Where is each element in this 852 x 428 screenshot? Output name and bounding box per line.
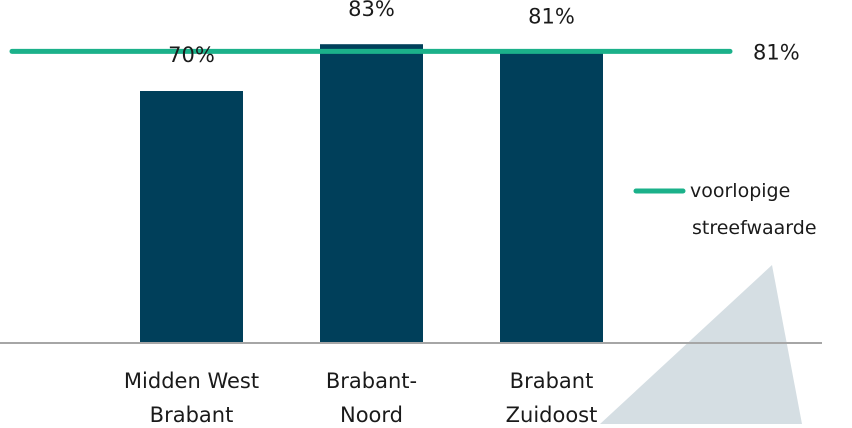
legend-label: voorlopige streefwaarde <box>690 180 817 239</box>
bar-value-label: 81% <box>528 4 575 28</box>
category-label: Brabant <box>510 369 594 393</box>
category-label: Brabant <box>150 403 234 424</box>
reference-line-value-label: 81% <box>753 40 800 64</box>
category-label: Zuidoost <box>506 403 598 424</box>
bar <box>320 44 423 343</box>
category-label: Brabant- <box>326 369 417 393</box>
bars-group <box>140 44 603 344</box>
decorative-triangle <box>600 265 802 424</box>
category-labels-group: Midden West Brabant Brabant- Noord Brabant Zu… <box>124 369 598 427</box>
bar-value-label: 83% <box>348 0 395 21</box>
bar-value-label: 70% <box>168 43 215 67</box>
bar <box>140 91 243 343</box>
bar <box>500 51 603 344</box>
category-label: Noord <box>340 403 403 424</box>
value-labels-group: 70% 83% 81% <box>168 0 575 67</box>
category-label: Midden West <box>124 369 259 393</box>
legend: voorlopige streefwaarde <box>633 180 817 239</box>
